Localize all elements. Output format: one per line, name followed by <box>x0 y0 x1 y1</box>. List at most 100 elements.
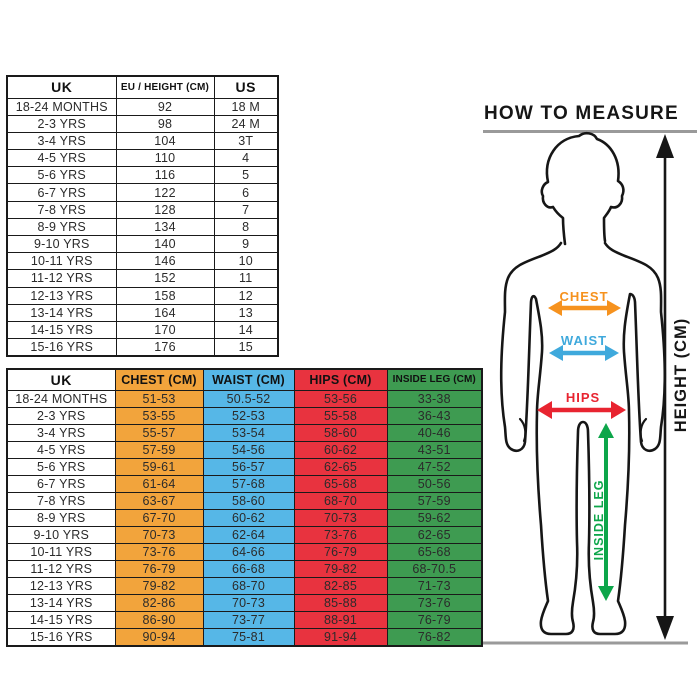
table-cell: 50-56 <box>386 474 483 493</box>
waist-arrow-right-head <box>605 345 619 361</box>
height-arrow-label: HEIGHT (CM) <box>672 318 690 433</box>
table-cell: 11 <box>213 269 279 288</box>
table-cell: 57-59 <box>114 440 204 459</box>
inside-leg-arrow: INSIDE LEG <box>592 423 614 601</box>
waist-arrow-left-head <box>549 345 563 361</box>
column-header: WAIST (CM) <box>202 368 295 391</box>
table-row: 2-3 YRS 98 24 M <box>6 114 279 133</box>
figure-right-hand <box>639 417 648 443</box>
table-cell: 40-46 <box>386 423 483 442</box>
table-cell: 10-11 YRS <box>6 252 117 271</box>
table-row: 4-5 YRS 110 4 <box>6 149 279 168</box>
table-cell: 76-79 <box>293 542 388 561</box>
table-cell: 82-86 <box>114 594 204 613</box>
table-cell: 36-43 <box>386 406 483 425</box>
table-cell: 53-56 <box>293 389 388 408</box>
height-arrow-bottom-head <box>656 616 674 640</box>
table-cell: 65-68 <box>293 474 388 493</box>
table-row: 4-5 YRS 57-59 54-56 60-62 43-51 <box>6 440 483 459</box>
table-cell: 14-15 YRS <box>6 320 117 340</box>
table-cell: 176 <box>115 338 215 357</box>
figure-head <box>540 131 625 246</box>
table-cell: 57-68 <box>202 474 295 493</box>
table-row: 10-11 YRS 73-76 64-66 76-79 65-68 <box>6 542 483 561</box>
table-cell: 73-76 <box>293 525 388 544</box>
table-row: 7-8 YRS 128 7 <box>6 200 279 219</box>
table-row: 5-6 YRS 116 5 <box>6 166 279 185</box>
figure-left-hand <box>518 417 527 443</box>
table-cell: 12-13 YRS <box>6 577 116 596</box>
table-row: 3-4 YRS 55-57 53-54 58-60 40-46 <box>6 423 483 442</box>
table-cell: 60-62 <box>202 508 295 527</box>
table-cell: 164 <box>115 303 215 322</box>
table-cell: 2-3 YRS <box>6 114 117 133</box>
table-cell: 53-55 <box>114 406 204 425</box>
table-cell: 57-59 <box>386 491 483 510</box>
chest-arrow-label: CHEST <box>559 289 608 304</box>
table-cell: 79-82 <box>293 559 388 579</box>
table-row: 9-10 YRS 70-73 62-64 73-76 62-65 <box>6 525 483 544</box>
table-cell: 50.5-52 <box>202 389 295 408</box>
table-cell: 76-82 <box>386 628 483 647</box>
table-cell: 76-79 <box>386 611 483 630</box>
table-row: 15-16 YRS 176 15 <box>6 338 279 357</box>
table-header-row: UK CHEST (CM) WAIST (CM) HIPS (CM) INSIDE LE… <box>6 368 483 391</box>
table-row: 15-16 YRS 90-94 75-81 91-94 76-82 <box>6 628 483 647</box>
chest-arrow-left-head <box>548 300 562 316</box>
table-cell: 15 <box>213 338 279 357</box>
table-cell: 82-85 <box>293 577 388 596</box>
table-cell: 70-73 <box>202 594 295 613</box>
table-cell: 91-94 <box>293 628 388 647</box>
table-cell: 54-56 <box>202 440 295 459</box>
table-cell: 33-38 <box>386 389 483 408</box>
table-cell: 61-64 <box>114 474 204 493</box>
table-row: 10-11 YRS 146 10 <box>6 252 279 271</box>
chest-arrow: CHEST <box>548 289 621 316</box>
table-row: 2-3 YRS 53-55 52-53 55-58 36-43 <box>6 406 483 425</box>
column-header: INSIDE LEG (CM) <box>386 368 483 391</box>
inside-leg-arrow-bottom-head <box>598 586 614 601</box>
hips-arrow-label: HIPS <box>566 390 600 405</box>
table-row: 8-9 YRS 67-70 60-62 70-73 59-62 <box>6 508 483 527</box>
table-row: 11-12 YRS 152 11 <box>6 269 279 288</box>
height-arrow: HEIGHT (CM) <box>656 134 690 640</box>
waist-arrow-label: WAIST <box>561 333 607 348</box>
table-row: 13-14 YRS 82-86 70-73 85-88 73-76 <box>6 594 483 613</box>
table-cell: 6-7 YRS <box>6 183 117 202</box>
column-header: HIPS (CM) <box>293 368 388 391</box>
table-cell: 43-51 <box>386 440 483 459</box>
table-cell: 13 <box>213 303 279 322</box>
table-cell: 75-81 <box>202 628 295 647</box>
table-cell: 73-77 <box>202 611 295 630</box>
table-cell: 55-58 <box>293 406 388 425</box>
table-row: 18-24 MONTHS 92 18 M <box>6 97 279 116</box>
table-row: 14-15 YRS 86-90 73-77 88-91 76-79 <box>6 611 483 630</box>
table-row: 18-24 MONTHS 51-53 50.5-52 53-56 33-38 <box>6 389 483 408</box>
body-measurements-table: UK CHEST (CM) WAIST (CM) HIPS (CM) INSIDE LE… <box>6 368 483 647</box>
how-to-measure-title: HOW TO MEASURE <box>484 103 679 124</box>
column-header: UK <box>6 368 116 391</box>
table-cell: 92 <box>115 97 215 116</box>
column-header: CHEST (CM) <box>114 368 204 391</box>
table-row: 8-9 YRS 134 8 <box>6 217 279 237</box>
inside-leg-arrow-label: INSIDE LEG <box>592 480 606 561</box>
child-figure <box>499 131 667 636</box>
table-cell: 71-73 <box>386 577 483 596</box>
table-cell: 64-66 <box>202 542 295 561</box>
table-cell: 56-57 <box>202 457 295 476</box>
table-cell: 85-88 <box>293 594 388 613</box>
chest-arrow-right-head <box>607 300 621 316</box>
table-cell: 70-73 <box>293 508 388 527</box>
table-cell: 15-16 YRS <box>6 628 116 647</box>
table-cell: 11-12 YRS <box>6 269 117 288</box>
table-cell: 8-9 YRS <box>6 217 117 237</box>
table-cell: 51-53 <box>114 389 204 408</box>
table-cell: 90-94 <box>114 628 204 647</box>
height-arrow-top-head <box>656 134 674 158</box>
table-cell: 79-82 <box>114 577 204 596</box>
table-cell: 65-68 <box>386 542 483 561</box>
waist-arrow: WAIST <box>549 333 619 361</box>
table-cell: 3T <box>213 131 279 151</box>
